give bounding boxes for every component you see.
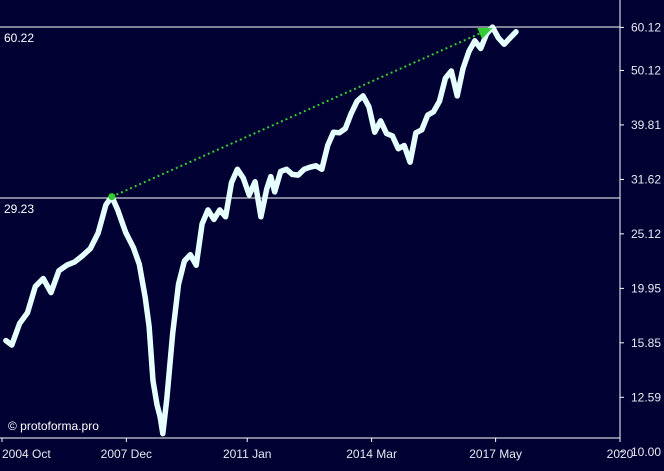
y-tick-label: 12.59 (631, 390, 661, 404)
y-tick-label: 50.12 (631, 63, 661, 77)
y-tick-label: 19.95 (631, 281, 661, 295)
x-tick-label: 2017 May (469, 447, 522, 461)
reference-line-label: 29.23 (4, 202, 34, 216)
trend-arrow-line (111, 32, 481, 198)
y-tick-label: 15.85 (631, 336, 661, 350)
y-tick-label: 10.00 (631, 445, 661, 459)
trend-arrow-head (477, 27, 493, 40)
watermark-text: © protoforma.pro (8, 419, 99, 433)
x-tick-label: 2020 (607, 447, 634, 461)
y-tick-label: 39.81 (631, 118, 661, 132)
y-tick-label: 31.62 (631, 172, 661, 186)
x-tick-label: 2014 Mar (346, 447, 397, 461)
y-tick-label: 25.12 (631, 227, 661, 241)
x-tick-label: 2004 Oct (2, 447, 51, 461)
axes: 60.12 50.12 39.81 31.62 25.12 19.95 15.85 12.59… (0, 0, 661, 461)
reference-line-label: 60.22 (4, 31, 34, 45)
x-tick-label: 2007 Dec (101, 447, 152, 461)
plot-area: 60.22 29.23 (0, 24, 620, 437)
x-tick-label: 2011 Jan (223, 447, 272, 461)
y-tick-label: 60.12 (631, 20, 661, 34)
